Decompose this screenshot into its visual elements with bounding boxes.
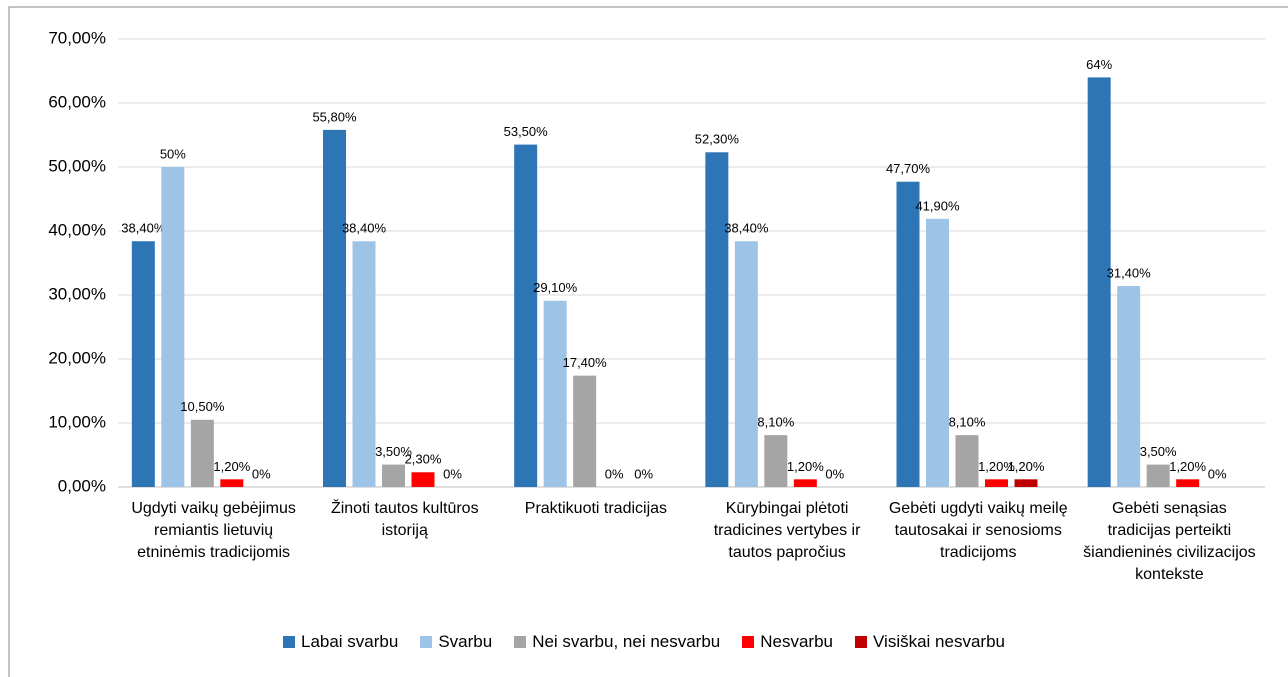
y-tick-label: 50,00% — [48, 156, 106, 175]
bar — [1014, 479, 1038, 487]
y-tick-label: 20,00% — [48, 348, 106, 367]
x-tick-label: Kūrybingai plėtoti tradicines vertybes i… — [713, 500, 861, 561]
bar — [1087, 77, 1111, 488]
y-tick-label: 60,00% — [48, 92, 106, 111]
legend-label: Svarbu — [438, 632, 493, 651]
bar — [926, 218, 949, 487]
bar — [1176, 479, 1200, 487]
data-label: 47,70% — [886, 161, 931, 176]
data-label: 0% — [1208, 466, 1227, 481]
legend-label: Visiškai nesvarbu — [873, 632, 1005, 651]
data-label: 0% — [634, 466, 653, 481]
y-tick-label: 30,00% — [48, 284, 106, 303]
data-label: 31,40% — [1107, 265, 1152, 280]
x-tick-label: Praktikuoti tradicijas — [524, 500, 668, 517]
bar — [1146, 464, 1170, 487]
bar — [793, 479, 817, 487]
x-tick-label: Ugdyti vaikų gebėjimus remiantis lietuvi… — [131, 500, 296, 561]
bar — [190, 419, 214, 487]
y-tick-label: 40,00% — [48, 220, 106, 239]
data-label: 41,90% — [915, 198, 960, 213]
bar — [734, 241, 758, 487]
data-label: 10,50% — [180, 399, 225, 414]
data-label: 0% — [252, 466, 271, 481]
data-label: 2,30% — [405, 452, 442, 467]
legend-item: Svarbu — [420, 632, 492, 652]
bar — [514, 144, 538, 487]
data-label: 0% — [825, 466, 844, 481]
data-label: 1,20% — [787, 459, 824, 474]
data-label: 1,20% — [1169, 459, 1206, 474]
legend-swatch — [855, 636, 868, 648]
bar — [131, 241, 155, 487]
bar — [411, 472, 435, 487]
bar — [985, 479, 1008, 487]
bar — [543, 300, 567, 487]
data-label: 8,10% — [757, 415, 794, 430]
bar — [1117, 286, 1141, 487]
data-label: 38,40% — [724, 221, 769, 236]
bar — [323, 129, 346, 487]
bar — [896, 181, 920, 487]
data-label: 55,80% — [312, 109, 357, 124]
x-tick-label: Gebėti senąsias tradicijas perteikti šia… — [1083, 500, 1256, 583]
legend-label: Nesvarbu — [760, 632, 834, 651]
legend: Labai svarbu Svarbu Nei svarbu, nei nesvar… — [0, 632, 1288, 652]
legend-label: Nei svarbu, nei nesvarbu — [532, 632, 721, 651]
data-label: 1,20% — [978, 459, 1015, 474]
legend-swatch — [514, 636, 527, 648]
data-label: 0% — [605, 466, 624, 481]
data-label: 53,50% — [504, 124, 549, 139]
data-label: 3,50% — [375, 444, 412, 459]
bar — [352, 241, 376, 487]
bar — [764, 435, 788, 487]
data-label: 38,40% — [121, 221, 166, 236]
data-label: 17,40% — [563, 355, 608, 370]
legend-item: Nei svarbu, nei nesvarbu — [514, 632, 720, 652]
x-tick-label: Žinoti tautos kultūros istoriją — [330, 500, 479, 539]
bar — [573, 375, 597, 487]
legend-label: Labai svarbu — [300, 632, 399, 651]
x-tick-label: Gebėti ugdyti vaikų meilę tautosakai ir … — [888, 500, 1068, 561]
data-label: 52,30% — [695, 132, 740, 147]
legend-swatch — [742, 636, 755, 648]
y-tick-label: 10,00% — [48, 412, 106, 431]
bar — [220, 479, 244, 487]
y-tick-label: 0,00% — [58, 476, 106, 495]
data-label: 38,40% — [342, 221, 387, 236]
data-label: 64% — [1086, 57, 1112, 72]
legend-item: Nesvarbu — [742, 632, 833, 652]
chart-frame — [8, 6, 1288, 677]
data-label: 50% — [160, 146, 186, 161]
bar — [955, 435, 979, 487]
data-label: 8,10% — [949, 415, 986, 430]
legend-swatch — [420, 636, 433, 648]
data-label: 1,20% — [213, 459, 250, 474]
bar — [382, 464, 405, 487]
data-label: 0% — [443, 466, 462, 481]
bar — [705, 152, 729, 487]
bar — [161, 167, 185, 487]
legend-swatch — [282, 636, 295, 648]
data-label: 1,20% — [1008, 459, 1045, 474]
legend-item: Labai svarbu — [282, 632, 399, 652]
y-tick-label: 70,00% — [48, 28, 106, 47]
data-label: 29,10% — [533, 280, 578, 295]
data-label: 3,50% — [1140, 444, 1177, 459]
legend-item: Visiškai nesvarbu — [855, 632, 1005, 652]
